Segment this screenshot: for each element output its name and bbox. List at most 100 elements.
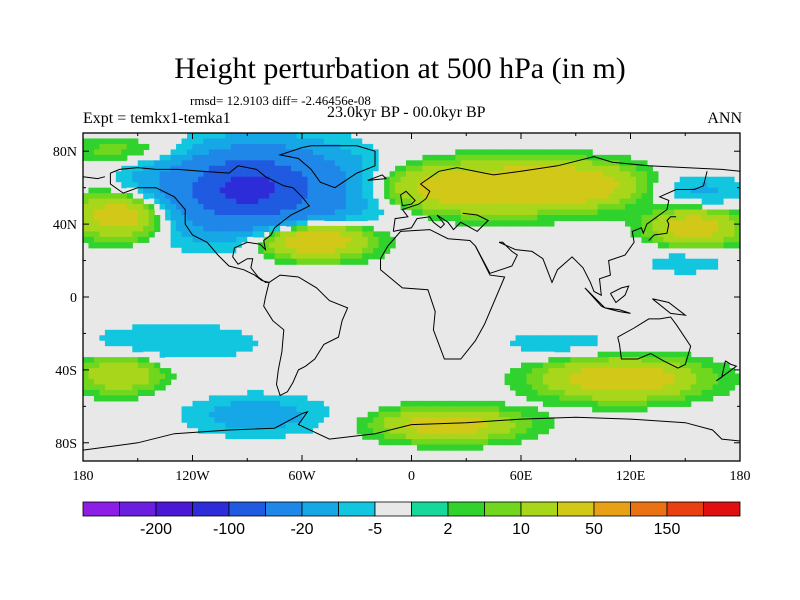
field-cell <box>466 444 473 451</box>
field-cell <box>312 133 320 140</box>
field-cell <box>132 318 139 325</box>
field-cell <box>148 318 155 325</box>
field-cell <box>165 187 172 194</box>
field-cell <box>110 329 117 336</box>
field-cell <box>187 422 194 429</box>
field-cell <box>192 171 199 178</box>
field-cell <box>258 225 265 232</box>
field-cell <box>176 247 183 254</box>
field-cell <box>159 379 166 386</box>
field-cell <box>635 215 643 222</box>
field-cell <box>291 384 298 391</box>
field-cell <box>263 433 270 440</box>
field-cell <box>707 236 714 243</box>
field-cell <box>411 187 418 194</box>
field-cell <box>581 357 588 364</box>
field-cell <box>88 143 95 150</box>
field-cell <box>340 204 347 211</box>
field-cell <box>433 215 440 222</box>
field-cell <box>252 231 259 238</box>
field-cell <box>88 154 95 161</box>
field-cell <box>291 395 298 402</box>
field-cell <box>351 176 358 183</box>
field-cell <box>723 171 730 178</box>
field-cell <box>219 247 226 254</box>
field-cell <box>263 242 270 249</box>
field-cell <box>236 335 243 342</box>
field-cell <box>482 149 489 156</box>
field-cell <box>395 422 402 429</box>
field-cell <box>302 204 309 211</box>
field-cell <box>318 209 325 216</box>
field-cell <box>159 193 166 200</box>
field-cell <box>121 362 128 369</box>
field-cell <box>115 368 122 375</box>
field-cell <box>296 149 303 156</box>
field-cell <box>252 209 259 216</box>
field-cell <box>406 422 413 429</box>
field-cell <box>214 215 221 222</box>
field-cell <box>635 182 643 189</box>
field-cell <box>526 384 533 391</box>
field-cell <box>214 357 221 364</box>
field-cell <box>345 231 352 238</box>
field-cell <box>203 182 210 189</box>
field-cell <box>416 176 424 183</box>
field-cell <box>312 182 320 189</box>
field-cell <box>515 154 522 161</box>
field-cell <box>449 171 456 178</box>
field-cell <box>542 171 549 178</box>
field-cell <box>362 209 369 216</box>
field-cell <box>241 225 248 232</box>
field-cell <box>121 171 128 178</box>
field-cell <box>340 171 347 178</box>
field-cell <box>411 204 418 211</box>
field-cell <box>351 133 358 140</box>
field-cell <box>488 160 495 167</box>
field-cell <box>603 187 610 194</box>
field-cell <box>356 176 363 183</box>
field-cell <box>553 176 560 183</box>
field-cell <box>214 160 221 167</box>
field-cell <box>559 154 566 161</box>
field-cell <box>203 160 210 167</box>
field-cell <box>121 318 128 325</box>
field-cell <box>247 329 254 336</box>
field-cell <box>531 411 539 418</box>
field-cell <box>208 160 215 167</box>
field-cell <box>269 193 276 200</box>
field-cell <box>373 231 380 238</box>
field-cell <box>351 138 358 145</box>
field-cell <box>137 389 144 396</box>
field-cell <box>263 406 270 413</box>
field-cell <box>449 417 456 424</box>
colorbar-label: 2 <box>444 521 453 538</box>
field-cell <box>630 160 637 167</box>
field-cell <box>115 231 122 238</box>
field-cell <box>641 406 648 413</box>
field-cell <box>241 417 248 424</box>
field-cell <box>345 187 352 194</box>
field-cell <box>99 171 106 178</box>
field-cell <box>548 384 555 391</box>
field-cell <box>334 225 341 232</box>
field-cell <box>729 253 736 260</box>
field-cell <box>258 193 265 200</box>
field-cell <box>99 340 106 347</box>
coastline <box>392 156 740 232</box>
field-cell <box>630 406 637 413</box>
field-cell <box>121 329 128 336</box>
field-cell <box>696 187 703 194</box>
field-cell <box>154 165 161 172</box>
field-cell <box>351 231 358 238</box>
field-cell <box>493 187 500 194</box>
field-cell <box>340 138 347 145</box>
field-cell <box>460 406 467 413</box>
field-cell <box>690 368 697 375</box>
field-cell <box>559 340 566 347</box>
field-cell <box>707 368 714 375</box>
colorbar-box <box>703 501 741 517</box>
field-cell <box>230 187 237 194</box>
field-cell <box>493 193 500 200</box>
field-cell <box>356 182 363 189</box>
